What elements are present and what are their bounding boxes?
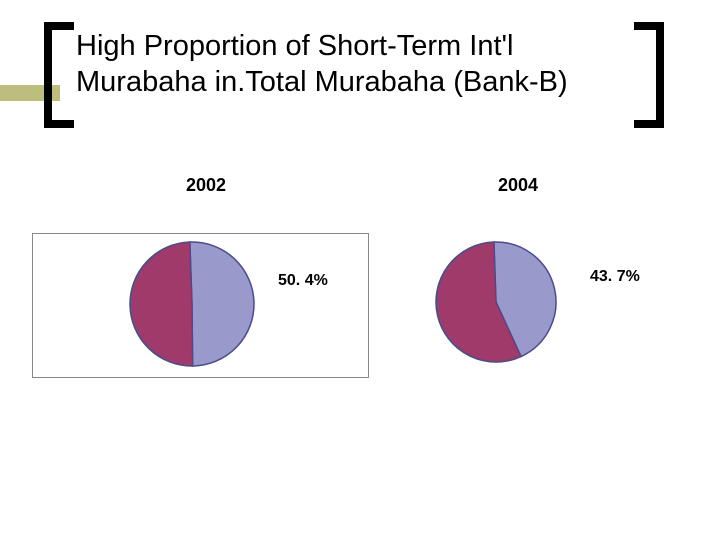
pie-chart-2002 <box>126 238 258 370</box>
pct-label-2004: 43. 7% <box>590 268 640 286</box>
slide-title-line2: Murabaha in.Total Murabaha (Bank-B) <box>76 66 568 99</box>
chart-title-2002: 2002 <box>186 175 226 196</box>
pie-slice <box>190 242 254 366</box>
title-bracket-left <box>44 22 74 128</box>
title-bracket-right <box>634 22 664 128</box>
slide-title-line1: High Proportion of Short-Term Int'l <box>76 30 514 63</box>
pie-svg-2004 <box>432 238 560 366</box>
pie-chart-2004 <box>432 238 560 366</box>
pie-svg-2002 <box>126 238 258 370</box>
chart-title-2004: 2004 <box>498 175 538 196</box>
title-accent-bar <box>0 85 60 101</box>
pct-label-2002: 50. 4% <box>278 272 328 290</box>
pie-slice <box>130 242 193 366</box>
